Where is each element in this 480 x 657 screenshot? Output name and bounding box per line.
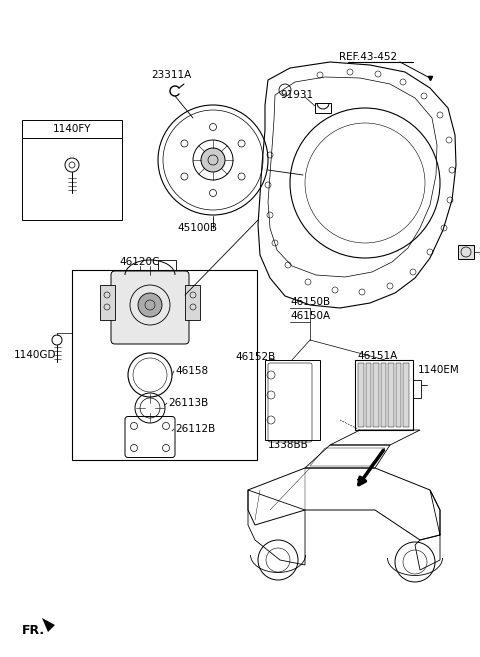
Text: 1338BB: 1338BB	[268, 440, 309, 450]
Bar	[72, 270, 257, 460]
Text: 23311A: 23311A	[151, 70, 191, 80]
Bar	[381, 363, 386, 427]
Text: 46158: 46158	[175, 366, 208, 376]
Bar	[396, 363, 401, 427]
Bar	[265, 360, 320, 440]
Bar	[315, 103, 331, 113]
Bar	[100, 285, 115, 320]
Circle shape	[138, 293, 162, 317]
Text: 46151A: 46151A	[357, 351, 397, 361]
Text: 46152B: 46152B	[235, 352, 275, 362]
Text: 1140FY: 1140FY	[53, 124, 91, 134]
Text: 91931: 91931	[280, 90, 313, 100]
Bar	[365, 363, 371, 427]
Text: 1140EM: 1140EM	[418, 365, 460, 375]
Bar	[413, 380, 421, 398]
Bar	[355, 360, 413, 430]
Text: 28327E: 28327E	[478, 247, 480, 257]
Bar	[388, 363, 394, 427]
Bar	[158, 260, 176, 270]
Text: REF.43-452: REF.43-452	[339, 52, 397, 62]
Text: 26113B: 26113B	[168, 398, 208, 408]
Text: FR.: FR.	[22, 623, 45, 637]
Bar	[403, 363, 408, 427]
Bar	[185, 285, 200, 320]
Text: 26112B: 26112B	[175, 424, 215, 434]
Text: 1140GD: 1140GD	[14, 350, 56, 360]
Bar	[358, 363, 363, 427]
Polygon shape	[42, 618, 55, 632]
Circle shape	[201, 148, 225, 172]
Text: 46150A: 46150A	[290, 311, 330, 321]
Bar	[373, 363, 379, 427]
Bar	[458, 245, 474, 259]
FancyBboxPatch shape	[111, 271, 189, 344]
Text: 46150B: 46150B	[290, 297, 330, 307]
Text: 45100B: 45100B	[177, 223, 217, 233]
Text: 46120C: 46120C	[120, 257, 160, 267]
Bar	[22, 120, 122, 220]
